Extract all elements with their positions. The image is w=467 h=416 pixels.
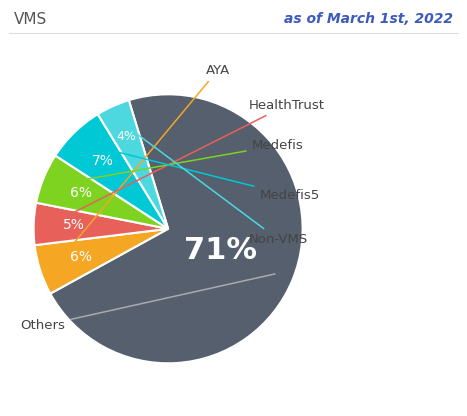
Wedge shape [34,203,168,245]
Wedge shape [98,100,168,229]
Text: Others: Others [20,274,275,332]
Text: Non-VMS: Non-VMS [122,123,308,246]
Text: AYA: AYA [57,64,230,263]
Text: HealthTrust: HealthTrust [52,99,325,223]
Text: as of March 1st, 2022: as of March 1st, 2022 [284,12,453,27]
Text: 4%: 4% [117,130,136,144]
Text: Medefis5: Medefis5 [88,145,320,202]
Text: 5%: 5% [63,218,85,233]
Wedge shape [55,114,168,229]
Text: 6%: 6% [70,186,92,201]
Text: 71%: 71% [184,235,257,265]
Wedge shape [35,229,168,294]
Text: VMS: VMS [14,12,47,27]
Wedge shape [50,94,303,363]
Text: Medefis: Medefis [61,139,303,184]
Text: 7%: 7% [92,154,113,168]
Text: 6%: 6% [70,250,92,264]
Wedge shape [36,156,168,229]
